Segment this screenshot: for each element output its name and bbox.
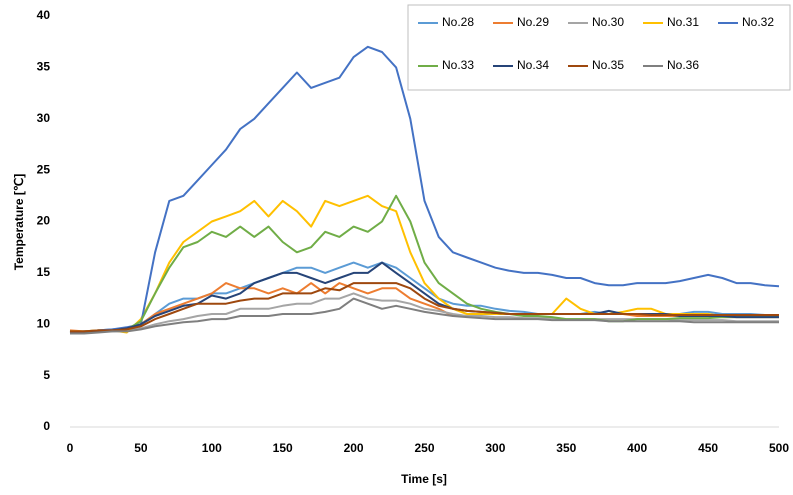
legend-label: No.34 bbox=[517, 58, 549, 72]
legend-label: No.32 bbox=[742, 15, 774, 29]
legend-box bbox=[407, 4, 791, 91]
y-tick-label: 25 bbox=[37, 162, 51, 176]
legend-label: No.36 bbox=[667, 58, 699, 72]
x-tick-label: 400 bbox=[627, 441, 647, 455]
y-tick-label: 5 bbox=[43, 368, 50, 382]
x-tick-label: 50 bbox=[134, 441, 148, 455]
y-tick-label: 35 bbox=[37, 60, 51, 74]
x-tick-label: 450 bbox=[698, 441, 718, 455]
y-axis-label: Temperature [℃] bbox=[12, 174, 26, 271]
legend-label: No.30 bbox=[592, 15, 624, 29]
legend-label: No.35 bbox=[592, 58, 624, 72]
x-tick-label: 500 bbox=[769, 441, 789, 455]
y-tick-label: 15 bbox=[37, 265, 51, 279]
x-axis-label: Time [s] bbox=[401, 472, 447, 486]
series-line bbox=[69, 194, 779, 334]
y-tick-label: 30 bbox=[37, 111, 51, 125]
series-line bbox=[70, 282, 779, 333]
series-line bbox=[70, 297, 779, 335]
legend-label: No.28 bbox=[442, 15, 474, 29]
x-tick-label: 0 bbox=[67, 441, 74, 455]
x-tick-label: 300 bbox=[485, 441, 505, 455]
y-tick-label: 20 bbox=[37, 214, 51, 228]
x-tick-label: 100 bbox=[202, 441, 222, 455]
y-tick-label: 10 bbox=[37, 316, 51, 330]
legend-label: No.33 bbox=[442, 58, 474, 72]
series-line bbox=[69, 45, 780, 334]
x-tick-label: 150 bbox=[273, 441, 293, 455]
x-tick-label: 200 bbox=[344, 441, 364, 455]
y-tick-label: 40 bbox=[37, 8, 51, 22]
series-line bbox=[70, 194, 779, 334]
legend-label: No.31 bbox=[667, 15, 699, 29]
x-tick-label: 250 bbox=[414, 441, 434, 455]
legend-label: No.29 bbox=[517, 15, 549, 29]
x-tick-label: 350 bbox=[556, 441, 576, 455]
y-tick-label: 0 bbox=[43, 419, 50, 433]
